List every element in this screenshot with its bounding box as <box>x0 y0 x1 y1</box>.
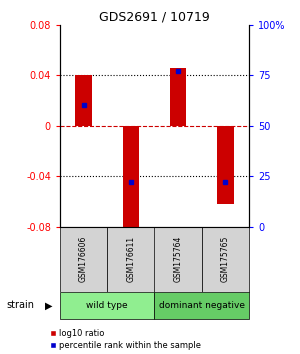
Text: wild type: wild type <box>86 301 128 310</box>
Text: GSM176611: GSM176611 <box>126 236 135 282</box>
Text: GSM176606: GSM176606 <box>79 236 88 282</box>
Text: strain: strain <box>6 300 34 310</box>
Bar <box>217 126 234 204</box>
Bar <box>60 227 107 292</box>
Bar <box>154 227 202 292</box>
Bar <box>154 292 249 319</box>
Text: ▶: ▶ <box>45 300 52 310</box>
Title: GDS2691 / 10719: GDS2691 / 10719 <box>99 11 210 24</box>
Bar <box>60 292 154 319</box>
Bar <box>123 126 139 233</box>
Text: dominant negative: dominant negative <box>159 301 245 310</box>
Text: GSM175765: GSM175765 <box>221 236 230 282</box>
Legend: log10 ratio, percentile rank within the sample: log10 ratio, percentile rank within the … <box>49 329 201 350</box>
Text: GSM175764: GSM175764 <box>174 236 183 282</box>
Bar <box>202 227 249 292</box>
Bar <box>170 68 186 126</box>
Bar <box>75 75 92 126</box>
Bar <box>107 227 154 292</box>
